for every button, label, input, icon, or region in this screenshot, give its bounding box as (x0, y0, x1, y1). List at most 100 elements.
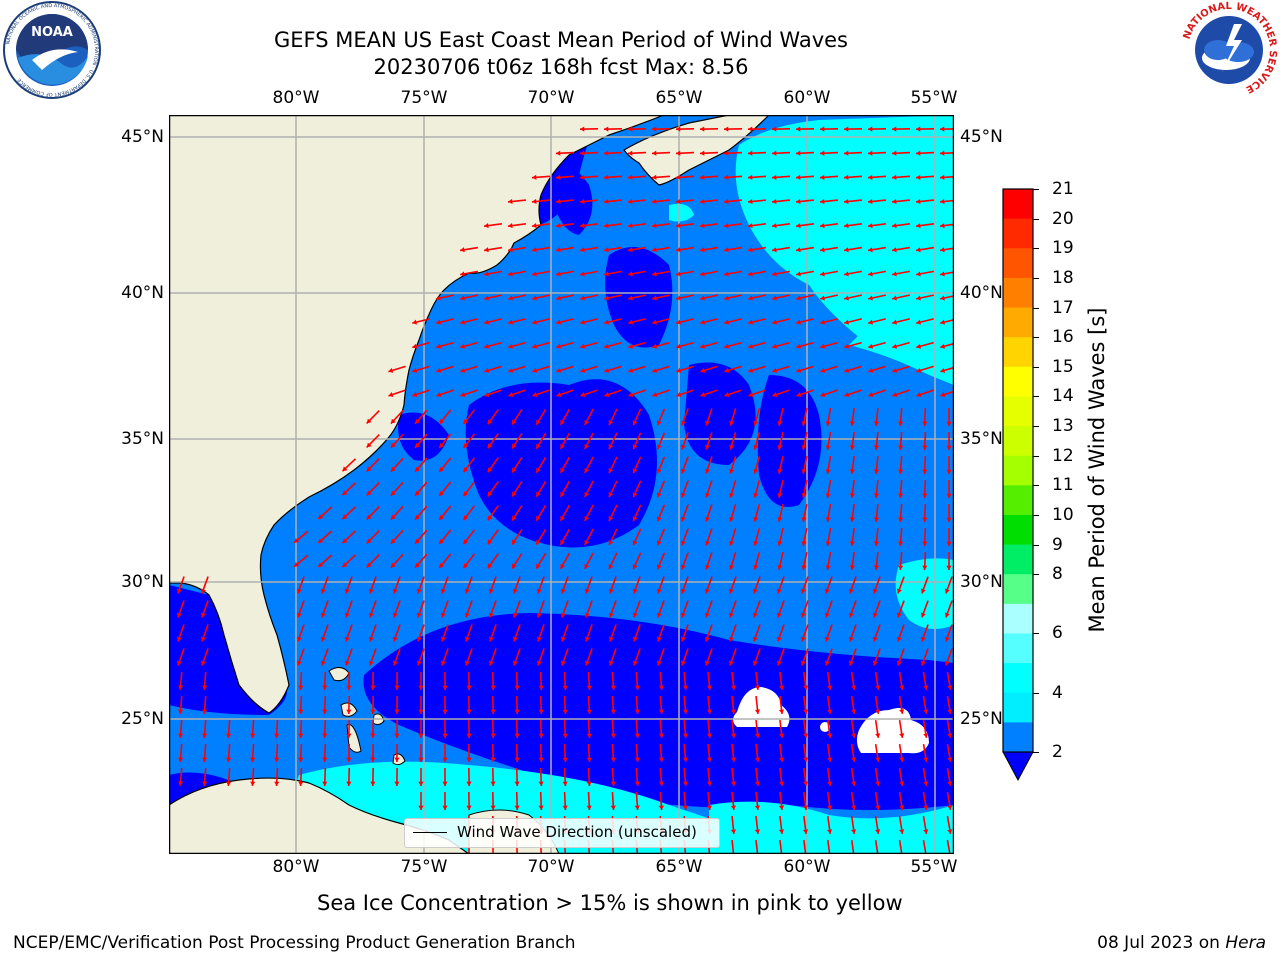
wave-arrow-head (366, 562, 372, 568)
wave-arrow-head (754, 757, 761, 762)
wave-arrow-head (580, 392, 586, 397)
wave-arrow-head (656, 612, 662, 618)
wave-arrow-head (484, 367, 490, 373)
wave-arrow-head (820, 392, 826, 397)
wave-arrow-head (947, 709, 953, 714)
wave-arrow-head (436, 295, 441, 301)
wave-arrow-head (412, 367, 418, 373)
wave-arrow-head (772, 295, 777, 301)
wave-arrow-head (682, 733, 688, 738)
wave-arrow-head (556, 319, 562, 325)
wave-arrow-head (848, 660, 854, 666)
wave-arrow-head (706, 709, 713, 714)
wave-arrow-head (484, 271, 489, 277)
wave-arrow-head (824, 612, 830, 618)
wave-arrow-head (923, 733, 929, 738)
wave-arrow-head (344, 660, 350, 666)
lon-label-bottom: 80°W (272, 857, 320, 877)
wave-arrow-head (923, 709, 929, 714)
wave-arrow-head (604, 392, 610, 397)
wave-arrow-head (390, 442, 396, 448)
wave-arrow-head (466, 709, 472, 714)
wave-arrow-head (748, 367, 754, 373)
wave-arrow-head (753, 420, 759, 426)
wave-arrow-head (868, 343, 874, 349)
colorbar-tick-mark (1033, 396, 1039, 398)
wave-arrow-head (680, 636, 686, 642)
wave-arrow-head (676, 150, 681, 156)
wave-arrow-head (778, 829, 785, 834)
colorbar-tick-label: 2 (1052, 742, 1063, 762)
wave-arrow-head (796, 247, 801, 253)
wave-arrow-head (296, 660, 302, 666)
wave-arrow-head (412, 392, 418, 397)
wave-arrow-head (851, 781, 857, 786)
wave-arrow-head (868, 126, 873, 132)
sea-ice-note: Sea Ice Concentration > 15% is shown in … (317, 891, 903, 915)
wave-arrow-head (415, 418, 420, 424)
wave-arrow-head (366, 418, 372, 424)
wave-arrow-head (466, 781, 472, 786)
wave-arrow-head (705, 444, 710, 450)
colorbar-tick-mark (1033, 277, 1039, 279)
wave-arrow-head (202, 685, 208, 690)
wave-arrow-head (851, 685, 857, 690)
wave-arrow-head (562, 781, 568, 786)
wave-arrow-head (658, 685, 664, 690)
wave-arrow-head (844, 295, 849, 301)
wave-arrow-head (604, 150, 609, 156)
wave-arrow-head (463, 539, 469, 545)
map-title: GEFS MEAN US East Coast Mean Period of W… (274, 28, 848, 52)
wave-arrow-head (298, 781, 304, 786)
wave-arrow-head (868, 247, 873, 253)
wave-arrow-head (415, 538, 420, 544)
wave-arrow-head (656, 444, 662, 450)
wave-arrow-head (772, 367, 778, 373)
wave-arrow-head (868, 295, 873, 301)
wave-arrow-head (803, 733, 809, 738)
wave-arrow-head (608, 444, 614, 450)
wave-arrow-head (796, 198, 801, 205)
wave-arrow-head (178, 757, 184, 762)
wave-arrow-head (604, 247, 609, 253)
wave-arrow-head (652, 174, 657, 180)
wave-arrow-head (514, 733, 520, 738)
wave-arrow-head (778, 733, 785, 738)
lat-label-right: 30°N (960, 572, 1003, 592)
wave-arrow-head (724, 295, 729, 301)
map-panel (169, 115, 954, 854)
wave-arrow-head (873, 541, 880, 546)
wave-arrow-head (916, 150, 921, 156)
wave-arrow-head (801, 421, 807, 426)
wave-arrow-head (536, 515, 541, 521)
wave-arrow-head (488, 636, 494, 642)
wave-arrow-head (940, 247, 945, 253)
wave-arrow-head (896, 612, 902, 618)
wave-arrow-head (656, 564, 662, 570)
wave-arrow-head (390, 466, 396, 472)
wave-arrow-head (370, 685, 376, 690)
wave-arrow-head (632, 564, 638, 570)
wave-arrow-head (580, 198, 585, 205)
wave-arrow-head (296, 636, 302, 642)
wave-arrow-head (753, 516, 759, 522)
wave-arrow-shaft (946, 839, 951, 854)
wave-arrow-head (202, 709, 208, 714)
wave-arrow-head (538, 709, 544, 714)
wave-arrow-head (923, 685, 929, 690)
lat-label-left: 45°N (121, 127, 164, 147)
wave-arrow-head (849, 517, 855, 522)
wave-arrow-head (754, 829, 761, 834)
wave-arrow-head (488, 588, 494, 594)
wave-arrow-head (849, 421, 855, 426)
wave-arrow-head (439, 443, 445, 449)
wave-arrow-head (490, 733, 496, 738)
wave-arrow-shaft (850, 839, 855, 854)
wave-arrow-head (916, 295, 921, 301)
wave-arrow-head (922, 445, 928, 450)
wave-arrow-head (724, 223, 729, 229)
wave-arrow-head (680, 564, 686, 570)
wave-arrow-head (536, 467, 541, 473)
wave-arrow-head (460, 319, 466, 325)
wave-arrow-head (868, 319, 874, 325)
